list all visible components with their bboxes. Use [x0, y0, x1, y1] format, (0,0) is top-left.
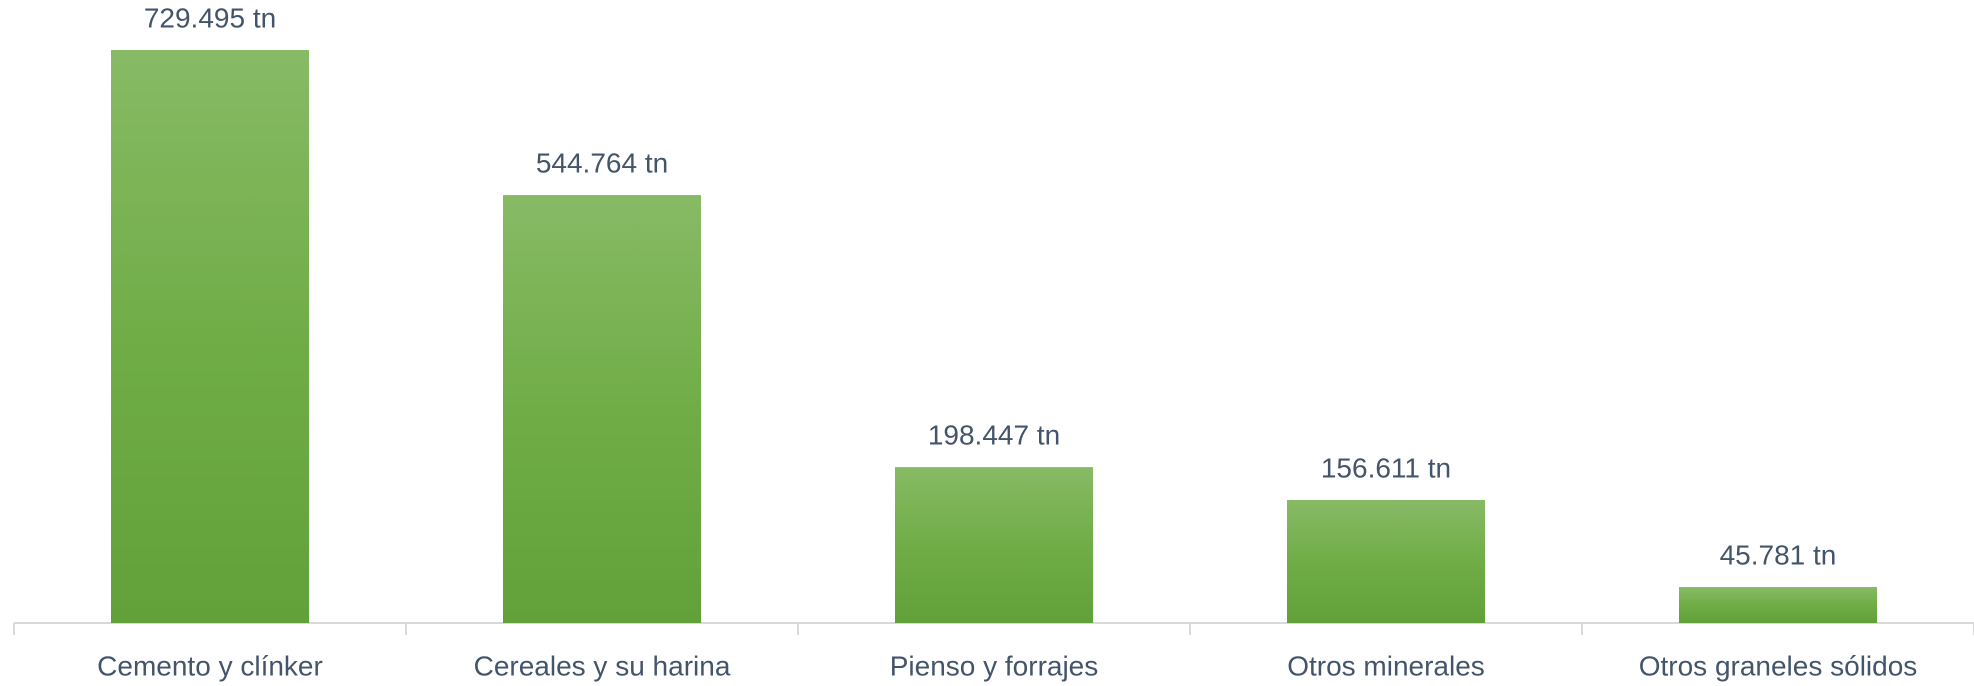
- value-label: 729.495 tn: [144, 2, 276, 33]
- bar: [503, 195, 701, 623]
- value-label: 198.447 tn: [928, 420, 1060, 451]
- x-tick-label: Otros graneles sólidos: [1639, 650, 1918, 681]
- bar: [111, 50, 309, 623]
- x-tick-label: Otros minerales: [1287, 650, 1485, 681]
- bar: [1287, 499, 1485, 623]
- bar: [895, 467, 1093, 623]
- x-tick-label: Cemento y clínker: [97, 650, 323, 681]
- x-tick-label: Cereales y su harina: [474, 650, 731, 681]
- value-label: 45.781 tn: [1720, 539, 1837, 570]
- value-label: 156.611 tn: [1321, 452, 1451, 483]
- x-tick-label: Pienso y forrajes: [890, 650, 1099, 681]
- bar: [1679, 587, 1877, 623]
- value-label: 544.764 tn: [536, 147, 668, 178]
